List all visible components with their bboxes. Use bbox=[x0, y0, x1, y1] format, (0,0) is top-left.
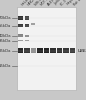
Bar bbox=[24, 48, 30, 53]
Bar bbox=[37, 48, 43, 53]
Text: PC-3: PC-3 bbox=[59, 0, 68, 6]
Bar bbox=[31, 48, 36, 53]
Bar bbox=[18, 40, 23, 41]
Bar bbox=[18, 48, 23, 53]
Text: Rat brain: Rat brain bbox=[72, 0, 86, 6]
Text: HepG2: HepG2 bbox=[66, 0, 77, 6]
Bar bbox=[70, 48, 75, 53]
Text: Jurkat: Jurkat bbox=[53, 0, 63, 6]
Bar bbox=[18, 16, 23, 20]
Bar bbox=[44, 48, 49, 53]
Bar bbox=[31, 23, 35, 25]
Bar bbox=[25, 24, 29, 27]
Bar bbox=[17, 7, 76, 90]
Bar bbox=[25, 40, 29, 41]
Bar bbox=[57, 48, 62, 53]
Text: HEK293: HEK293 bbox=[27, 0, 39, 6]
Text: HeLa: HeLa bbox=[20, 0, 29, 6]
Text: UBE2R2: UBE2R2 bbox=[77, 49, 86, 53]
Bar bbox=[63, 48, 69, 53]
Text: NIH/3T3: NIH/3T3 bbox=[33, 0, 46, 6]
Text: A549: A549 bbox=[46, 0, 55, 6]
Text: 40kDa: 40kDa bbox=[0, 34, 11, 38]
Text: 35kDa: 35kDa bbox=[0, 39, 11, 43]
Text: 15kDa: 15kDa bbox=[0, 64, 11, 68]
Text: 55kDa: 55kDa bbox=[0, 24, 11, 28]
Bar bbox=[18, 34, 23, 37]
Text: 25kDa: 25kDa bbox=[0, 49, 11, 53]
Bar bbox=[25, 35, 29, 37]
Bar bbox=[18, 24, 23, 27]
Text: MCF-7: MCF-7 bbox=[40, 0, 50, 6]
Text: 70kDa: 70kDa bbox=[0, 16, 11, 20]
Bar bbox=[25, 16, 29, 20]
Bar bbox=[50, 48, 56, 53]
